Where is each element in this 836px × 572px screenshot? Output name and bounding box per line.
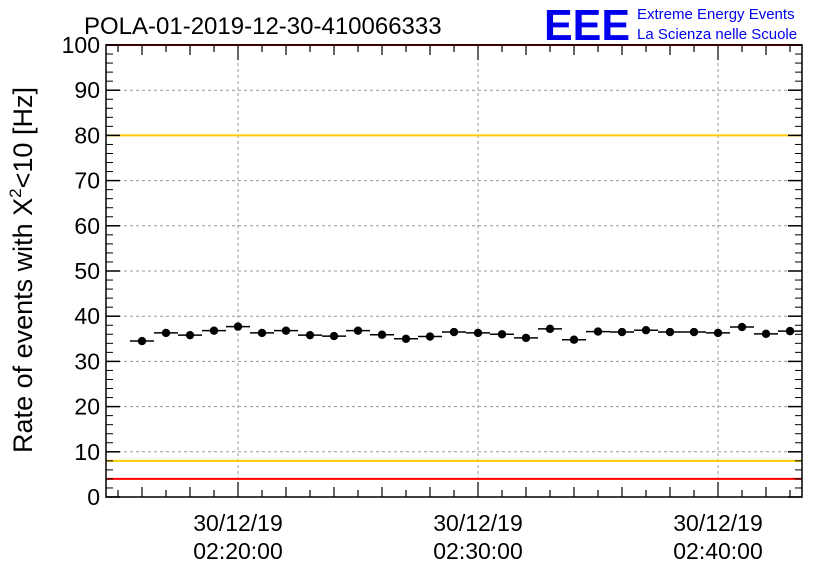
data-point (274, 326, 298, 335)
y-tick-label: 30 (74, 348, 100, 374)
point-marker (641, 326, 651, 335)
data-point (706, 328, 730, 338)
point-marker (761, 329, 771, 339)
y-axis-label-base: Rate of events with X (8, 198, 38, 453)
point-marker (257, 328, 267, 338)
point-marker (329, 331, 339, 341)
point-marker (401, 334, 411, 343)
point-marker (161, 328, 171, 338)
eee-logo-line1: Extreme Energy Events (637, 6, 795, 23)
y-tick-label: 60 (74, 213, 100, 239)
point-marker (353, 326, 363, 335)
data-point (154, 328, 178, 338)
y-tick-label: 100 (62, 32, 100, 58)
data-point (682, 327, 706, 337)
data-point (778, 326, 802, 336)
data-point (178, 330, 202, 340)
point-marker (209, 326, 219, 335)
data-point (442, 327, 466, 337)
point-marker (617, 327, 627, 337)
y-axis-label: Rate of events with X2<10 [Hz] (6, 87, 38, 453)
point-marker (233, 322, 243, 331)
data-point (346, 326, 370, 335)
point-marker (305, 330, 315, 340)
x-tick-label-time: 02:40:00 (673, 538, 763, 564)
point-marker (545, 324, 555, 334)
x-tick-label-time: 02:20:00 (193, 538, 283, 564)
y-axis-label-sup: 2 (6, 188, 25, 197)
y-tick-label: 20 (74, 394, 100, 420)
chart-title: POLA-01-2019-12-30-410066333 (84, 13, 442, 40)
eee-logo: EEE Extreme Energy Events La Scienza nel… (544, 1, 797, 50)
grid (106, 45, 802, 497)
data-point (538, 324, 562, 334)
point-marker (665, 327, 675, 337)
x-tick-label-date: 30/12/19 (433, 510, 523, 536)
data-point (586, 327, 610, 336)
point-marker (377, 330, 387, 339)
y-tick-label: 0 (87, 484, 100, 510)
data-point (634, 326, 658, 335)
point-marker (689, 327, 699, 337)
x-axis: 30/12/1902:20:0030/12/1902:30:0030/12/19… (117, 45, 791, 564)
point-marker (425, 332, 435, 341)
data-point (298, 330, 322, 340)
point-marker (281, 326, 291, 335)
data-point (730, 322, 754, 332)
point-marker (569, 335, 579, 344)
eee-logo-line2: La Scienza nelle Scuole (637, 26, 797, 43)
data-points (130, 322, 802, 346)
data-point (514, 333, 538, 343)
point-marker (185, 330, 195, 340)
point-marker (713, 328, 723, 338)
data-point (490, 330, 514, 339)
data-point (250, 328, 274, 338)
y-tick-label: 70 (74, 168, 100, 194)
y-tick-label: 10 (74, 439, 100, 465)
data-point (610, 327, 634, 337)
y-tick-label: 90 (74, 77, 100, 103)
data-point (658, 327, 682, 337)
y-tick-label: 50 (74, 258, 100, 284)
data-point (394, 334, 418, 343)
y-axis-label-rest: <10 [Hz] (8, 87, 38, 188)
x-tick-label-date: 30/12/19 (193, 510, 283, 536)
data-point (370, 330, 394, 339)
data-point (754, 329, 778, 339)
y-tick-label: 40 (74, 303, 100, 329)
point-marker (521, 333, 531, 343)
eee-logo-letters: EEE (544, 1, 630, 50)
point-marker (785, 326, 795, 336)
point-marker (737, 322, 747, 332)
reference-lines (106, 44, 802, 480)
x-tick-label-time: 02:30:00 (433, 538, 523, 564)
point-marker (449, 327, 459, 337)
y-tick-label: 80 (74, 122, 100, 148)
x-tick-label-date: 30/12/19 (673, 510, 763, 536)
point-marker (473, 328, 483, 338)
y-axis: 0 10 20 30 40 50 60 70 80 90 100 (62, 32, 802, 510)
data-point (130, 336, 154, 346)
data-point (226, 322, 250, 331)
data-point (418, 332, 442, 341)
point-marker (137, 336, 147, 346)
point-marker (593, 327, 603, 336)
data-point (202, 326, 226, 335)
data-point (562, 335, 586, 344)
point-marker (497, 330, 507, 339)
data-point (322, 331, 346, 341)
data-point (466, 328, 490, 338)
